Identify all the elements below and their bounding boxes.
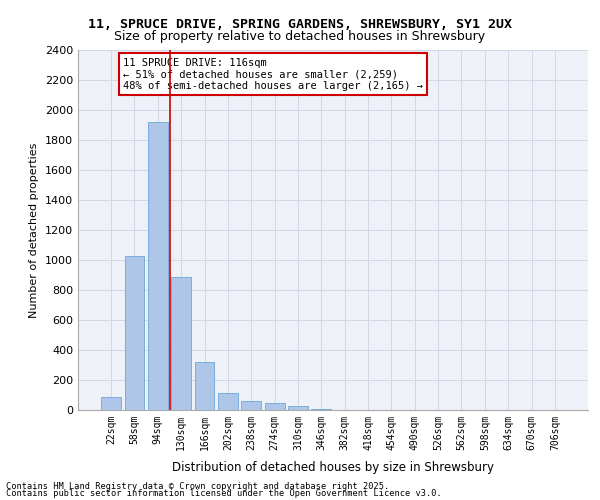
- Bar: [194, 362, 214, 410]
- Text: 11, SPRUCE DRIVE, SPRING GARDENS, SHREWSBURY, SY1 2UX: 11, SPRUCE DRIVE, SPRING GARDENS, SHREWS…: [88, 18, 512, 30]
- Text: Contains public sector information licensed under the Open Government Licence v3: Contains public sector information licen…: [6, 488, 442, 498]
- Bar: [101, 396, 121, 410]
- X-axis label: Distribution of detached houses by size in Shrewsbury: Distribution of detached houses by size …: [172, 461, 494, 474]
- Text: Contains HM Land Registry data © Crown copyright and database right 2025.: Contains HM Land Registry data © Crown c…: [6, 482, 389, 491]
- Bar: [218, 393, 238, 410]
- Bar: [311, 408, 331, 410]
- Bar: [288, 406, 308, 410]
- Y-axis label: Number of detached properties: Number of detached properties: [29, 142, 40, 318]
- Bar: [171, 276, 191, 410]
- Bar: [241, 401, 261, 410]
- Text: 11 SPRUCE DRIVE: 116sqm
← 51% of detached houses are smaller (2,259)
48% of semi: 11 SPRUCE DRIVE: 116sqm ← 51% of detache…: [123, 58, 423, 90]
- Bar: [265, 402, 284, 410]
- Bar: [148, 122, 168, 410]
- Text: Size of property relative to detached houses in Shrewsbury: Size of property relative to detached ho…: [115, 30, 485, 43]
- Bar: [125, 256, 145, 410]
